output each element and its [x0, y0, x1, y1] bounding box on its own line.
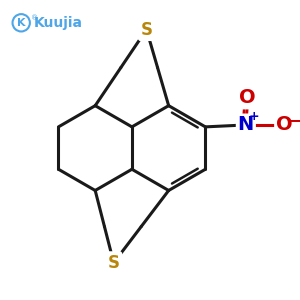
Text: +: +: [248, 110, 259, 123]
Text: ®: ®: [31, 15, 38, 21]
Text: −: −: [288, 111, 300, 129]
Text: Kuujia: Kuujia: [33, 16, 82, 30]
Text: K: K: [17, 18, 26, 28]
Text: S: S: [140, 20, 152, 38]
Text: N: N: [238, 116, 254, 134]
Text: O: O: [239, 88, 256, 107]
Text: S: S: [108, 254, 120, 272]
Text: O: O: [276, 116, 293, 134]
